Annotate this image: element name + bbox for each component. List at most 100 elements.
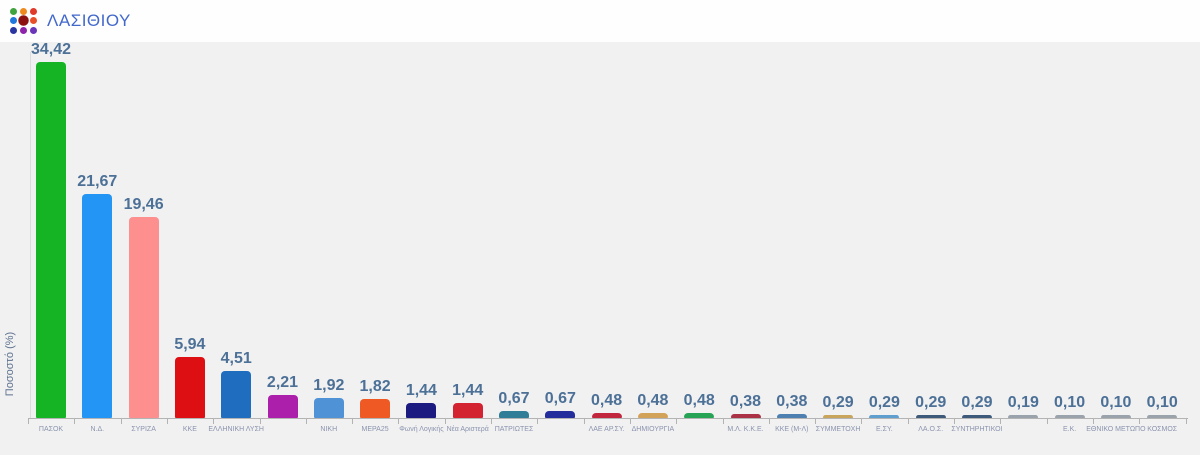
bar: [637, 413, 668, 418]
bar: [82, 194, 113, 418]
bar: [313, 398, 344, 418]
elections-dots-logo-icon: [9, 7, 38, 36]
bar-category-label: ΚΚΕ: [182, 426, 197, 433]
bar-value-label: 1,82: [359, 378, 391, 395]
bar: [406, 403, 437, 418]
bar: [360, 399, 391, 418]
bar: [128, 217, 159, 418]
bar: [174, 357, 205, 418]
bar-value-label: 5,94: [174, 336, 206, 353]
bar-value-label: 0,19: [1007, 394, 1039, 411]
bar: [267, 395, 298, 418]
bar: [591, 413, 622, 418]
y-axis-line: [30, 52, 31, 418]
axis-tick: [444, 419, 446, 424]
bar-value-label: 0,38: [776, 393, 808, 410]
bar: [452, 403, 483, 418]
bar-category-label: ΕΛΛΗΝΙΚΗ ΛΥΣΗ: [208, 426, 264, 433]
axis-tick: [491, 419, 492, 424]
axis-tick: [1185, 419, 1187, 424]
bar-category-label: ΝΙΚΗ: [320, 426, 338, 433]
bar-value-label: 0,48: [591, 392, 623, 409]
bar-category-label: ΛΑΕ ΑΡ.ΣΥ.: [588, 426, 625, 433]
bar-category-label: ΚΚΕ (Μ-Λ): [775, 426, 809, 433]
bar-category-label: Ε.ΣΥ.: [876, 426, 893, 433]
bar-value-label: 0,67: [498, 390, 530, 407]
axis-tick: [213, 419, 215, 424]
bar: [545, 411, 576, 418]
bar-value-label: 0,10: [1100, 394, 1132, 411]
logo-dot: [19, 27, 27, 35]
bar-category-label: ΠΑΤΡΙΩΤΕΣ: [494, 426, 534, 433]
logo-dot: [18, 15, 29, 27]
header: ΛΑΣΙΘΙΟΥ: [0, 0, 1200, 42]
bar-value-label: 0,48: [637, 392, 669, 409]
bar-value-label: 1,44: [452, 382, 484, 399]
bar-category-label: Μ.Λ. Κ.Κ.Ε.: [727, 426, 764, 433]
axis-tick: [1046, 419, 1048, 424]
bar-value-label: 0,10: [1054, 394, 1086, 411]
bar-value-label: 4,51: [220, 350, 252, 367]
bar-value-label: 34,42: [30, 41, 72, 58]
bar: [730, 414, 761, 418]
bar: [962, 415, 992, 418]
axis-tick: [629, 419, 631, 424]
axis-tick: [676, 419, 678, 424]
bar: [776, 414, 807, 418]
x-axis-line: [28, 418, 1188, 419]
bar-category-label: Φωνή Λογικής: [399, 426, 444, 433]
bar-value-label: 0,67: [544, 390, 576, 407]
bar: [684, 413, 715, 418]
bar-category-label: Νέα Αριστερά: [446, 426, 489, 433]
plot-area: 34,42 ΠΑΣΟΚ 21,67 Ν.Δ. 19,46 ΣΥΡΙΖΑ 5,94 ΚΚΕ 4,5…: [0, 41, 1200, 455]
axis-tick: [861, 419, 863, 424]
bar-category-label: ΛΑ.Ο.Σ.: [918, 426, 944, 433]
axis-tick: [259, 419, 261, 424]
logo-dot: [29, 17, 37, 25]
axis-tick: [1139, 419, 1141, 424]
axis-tick: [537, 419, 539, 424]
axis-tick: [28, 419, 29, 424]
axis-tick: [1092, 419, 1094, 424]
logo-dot: [10, 7, 18, 15]
bar-value-label: 2,21: [266, 374, 299, 391]
bar: [1054, 415, 1085, 418]
bar-category-label: ΔΗΜΙΟΥΡΓΙΑ: [631, 426, 675, 433]
axis-tick: [954, 419, 955, 424]
axis-tick: [74, 419, 76, 424]
logo-dot: [10, 27, 18, 35]
bar: [1008, 415, 1039, 418]
bar-value-label: 0,48: [683, 392, 715, 409]
bar: [36, 62, 66, 418]
results-bar-chart: Ποσοστό (%) 34,42 ΠΑΣΟΚ 21,67 Ν.Δ. 19,46 ΣΥΡΙ…: [0, 41, 1200, 455]
bar-value-label: 1,44: [405, 382, 437, 399]
bar-category-label: ΜΕΡΑ25: [361, 426, 389, 433]
bar-value-label: 0,10: [1146, 394, 1178, 411]
axis-tick: [815, 419, 817, 424]
bar-value-label: 0,29: [915, 394, 947, 411]
bar: [1147, 415, 1178, 418]
bar: [221, 371, 252, 418]
bar: [869, 415, 900, 418]
bar: [499, 411, 529, 418]
logo-dot: [10, 17, 18, 25]
bar-value-label: 0,38: [729, 393, 762, 410]
axis-tick: [305, 419, 307, 424]
axis-tick: [352, 419, 354, 424]
axis-tick: [768, 419, 770, 424]
bar-category-label: ΠΑΣΟΚ: [38, 426, 64, 433]
bar-category-label: Ν.Δ.: [90, 426, 105, 433]
bar: [1100, 415, 1131, 418]
logo-dot: [19, 7, 27, 15]
bar-category-label: ΣΥΡΙΖΑ: [131, 426, 156, 433]
page-title: ΛΑΣΙΘΙΟΥ: [47, 11, 131, 30]
bar-value-label: 21,67: [77, 173, 118, 190]
bar-value-label: 0,29: [868, 394, 900, 411]
axis-tick: [1000, 419, 1002, 424]
bar: [823, 415, 854, 418]
bar-value-label: 19,46: [123, 196, 164, 213]
bar-category-label: ΚΟΣΜΟΣ: [1147, 426, 1178, 433]
logo-dot: [29, 27, 37, 35]
axis-tick: [583, 419, 585, 424]
bar-category-label: ΣΥΝΤΗΡΗΤΙΚΟΙ: [951, 426, 1003, 433]
